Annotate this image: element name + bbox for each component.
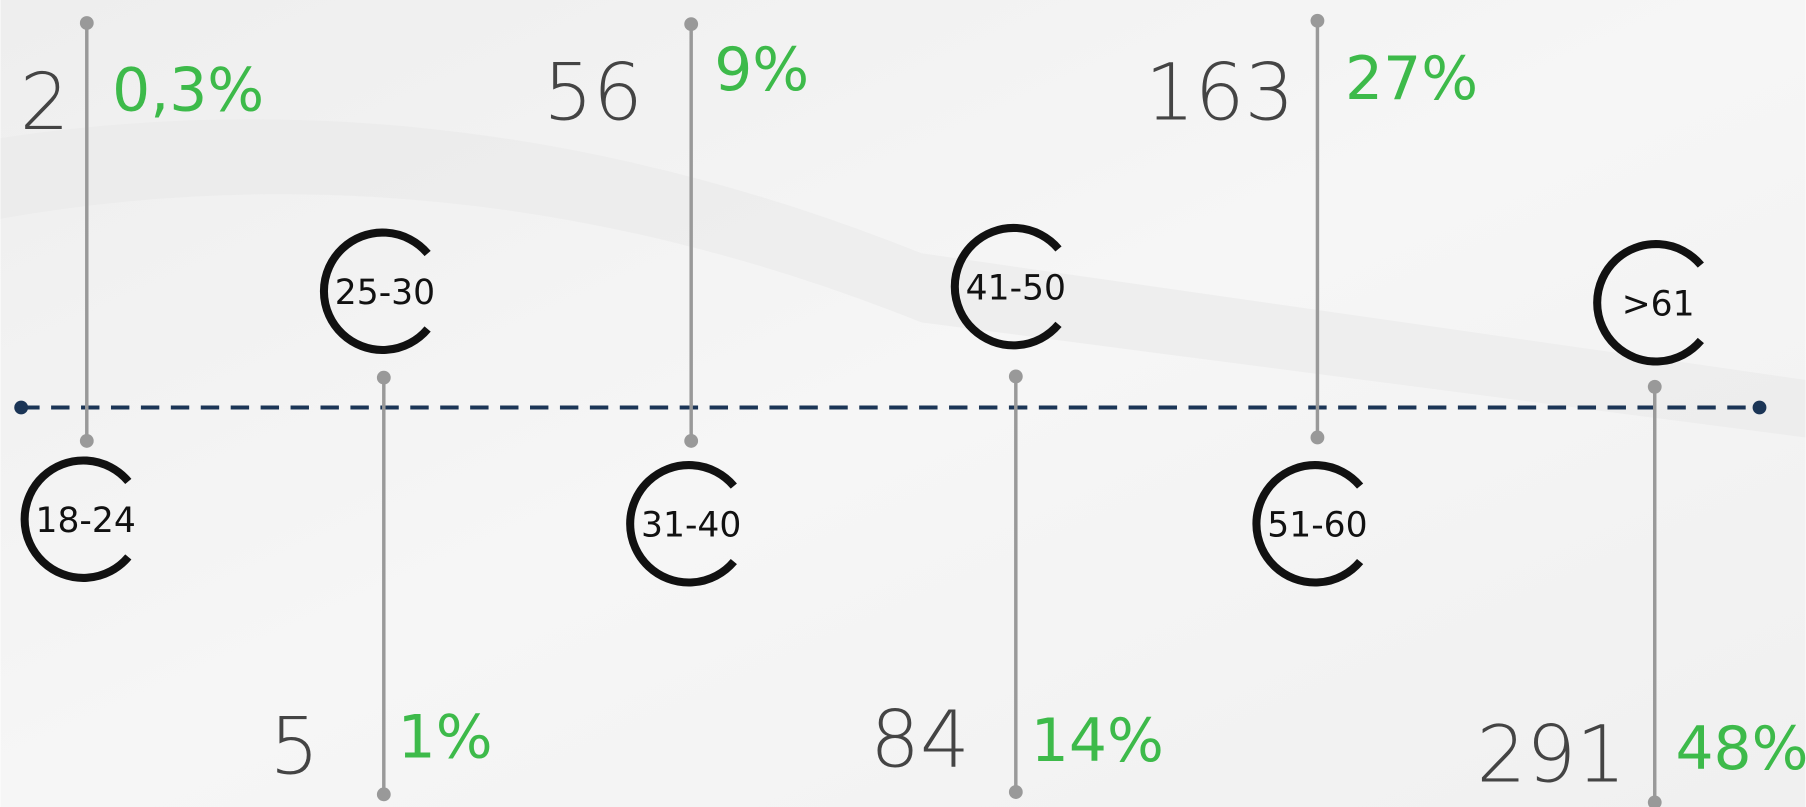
age-ring — [20, 456, 132, 582]
percent: 9% — [714, 35, 809, 105]
age-label: 31-40 — [641, 505, 741, 545]
background-shape — [0, 119, 1806, 438]
connector-dot — [684, 434, 699, 448]
count: 2 — [20, 57, 70, 148]
age-label: 41-50 — [966, 268, 1066, 308]
connector-dot — [1647, 379, 1662, 394]
count: 56 — [543, 48, 643, 139]
percent: 14% — [1031, 706, 1164, 776]
age-label: 51-60 — [1267, 505, 1367, 545]
connector-dot — [1647, 795, 1662, 807]
percent: 0,3% — [112, 56, 264, 126]
count: 5 — [270, 702, 320, 793]
age-ring — [626, 461, 737, 587]
timeline-end — [14, 400, 29, 415]
count: 163 — [1145, 48, 1294, 139]
connector-dot — [1008, 369, 1023, 384]
connector-dot — [376, 370, 391, 385]
age-ring — [1252, 461, 1364, 587]
connector-dot — [376, 787, 391, 802]
count: 84 — [870, 695, 970, 786]
timeline-end — [1752, 400, 1767, 415]
connector-dot — [1310, 13, 1325, 28]
connector-dot — [1310, 430, 1325, 445]
percent: 1% — [398, 702, 493, 772]
connector-dot — [684, 17, 699, 32]
percent: 48% — [1675, 714, 1806, 784]
age-ring — [1593, 240, 1704, 366]
age-ring — [950, 223, 1062, 350]
age-ring — [319, 228, 431, 354]
age-label: 25-30 — [335, 273, 435, 313]
connector-dot — [79, 16, 94, 30]
connector-dot — [1008, 785, 1023, 799]
age-label: >61 — [1622, 284, 1695, 324]
count: 291 — [1477, 710, 1626, 801]
percent: 27% — [1345, 44, 1478, 114]
age-label: 18-24 — [35, 501, 135, 541]
connector-dot — [79, 434, 94, 448]
